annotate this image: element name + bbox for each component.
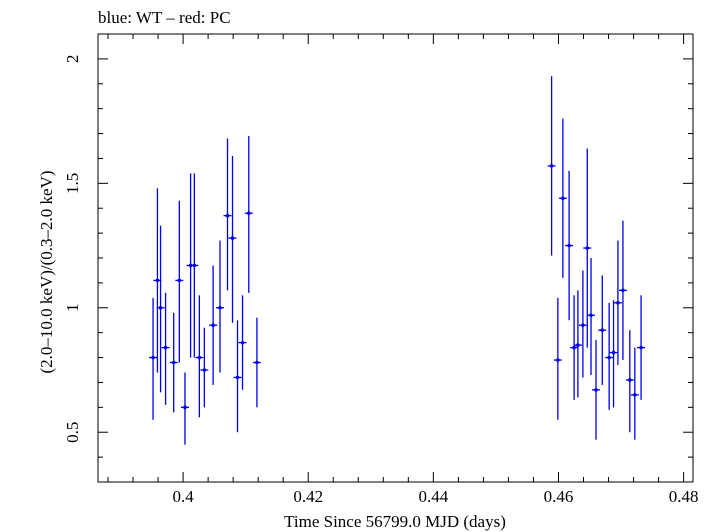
data-point (190, 173, 199, 358)
data-point (570, 295, 579, 400)
data-point (228, 155, 237, 323)
data-marker (211, 323, 215, 328)
data-marker (202, 368, 207, 372)
data-point (238, 295, 247, 390)
data-point (637, 295, 646, 400)
data-marker (177, 278, 182, 283)
data-marker (230, 236, 235, 240)
data-point (252, 317, 261, 408)
data-point (592, 340, 601, 440)
data-point (605, 302, 614, 410)
data-marker (567, 243, 571, 248)
data-marker (576, 343, 580, 347)
data-point (216, 240, 225, 373)
data-marker (621, 288, 625, 293)
data-marker (155, 278, 160, 283)
data-marker (225, 213, 230, 218)
data-point (180, 372, 189, 445)
data-point (209, 265, 218, 385)
data-marker (611, 350, 616, 355)
data-point (156, 225, 165, 393)
data-point (618, 220, 627, 361)
data-marker (192, 263, 197, 268)
plot-frame (97, 33, 694, 483)
y-tick-label: 1.5 (63, 173, 82, 194)
x-tick-label: 0.42 (293, 487, 323, 506)
data-point (169, 312, 178, 413)
data-marks (149, 76, 646, 445)
data-marker (639, 345, 643, 350)
x-tick-label: 0.46 (544, 487, 574, 506)
data-marker (218, 305, 222, 310)
data-point (625, 330, 634, 433)
y-axis-label: (2.0–10.0 keV)/(0.3–2.0 keV) (37, 170, 56, 373)
data-point (547, 76, 556, 256)
data-marker (171, 360, 176, 365)
data-point (244, 136, 253, 293)
data-marker (158, 305, 163, 310)
data-point (223, 138, 232, 291)
y-tick-label: 1 (63, 304, 82, 313)
data-marker (246, 211, 251, 215)
x-tick-label: 0.48 (669, 487, 699, 506)
data-point (161, 292, 170, 405)
data-point (613, 240, 622, 366)
y-tick-label: 0.5 (63, 422, 82, 443)
data-point (630, 347, 639, 440)
data-marker (594, 388, 598, 392)
data-marker (572, 345, 576, 350)
chart-title: blue: WT – red: PC (98, 8, 231, 27)
y-tick-label: 2 (63, 55, 82, 64)
data-marker (255, 360, 259, 365)
data-point (587, 258, 596, 375)
data-point (558, 118, 567, 278)
data-marker (561, 196, 565, 201)
data-marker (628, 378, 632, 382)
data-point (565, 170, 574, 321)
data-point (609, 300, 618, 408)
data-marker (607, 355, 611, 360)
data-marker (556, 358, 560, 362)
data-point (233, 320, 242, 433)
x-axis-label: Time Since 56799.0 MJD (days) (284, 512, 506, 531)
data-marker (585, 246, 590, 250)
data-marker (235, 375, 240, 380)
data-point (583, 148, 592, 348)
data-point (578, 270, 587, 378)
data-marker (600, 328, 605, 332)
data-marker (240, 340, 245, 345)
data-point (598, 275, 607, 385)
data-marker (581, 323, 585, 328)
data-point (200, 327, 209, 408)
data-marker (151, 355, 155, 360)
x-tick-label: 0.4 (172, 487, 194, 506)
data-point (553, 297, 562, 420)
data-marker (633, 393, 637, 397)
data-point (573, 290, 582, 398)
data-marker (197, 355, 202, 360)
data-point (175, 200, 184, 363)
data-marker (549, 164, 554, 168)
data-marker (163, 345, 168, 350)
data-marker (589, 313, 593, 318)
data-point (195, 295, 204, 418)
data-marker (616, 301, 620, 305)
data-point (149, 297, 158, 420)
axis-ticks: 0.4 0.42 0.44 0.46 0.48 0.5 1 1.5 2 (63, 34, 698, 506)
x-tick-label: 0.44 (418, 487, 448, 506)
data-marker (183, 405, 187, 410)
